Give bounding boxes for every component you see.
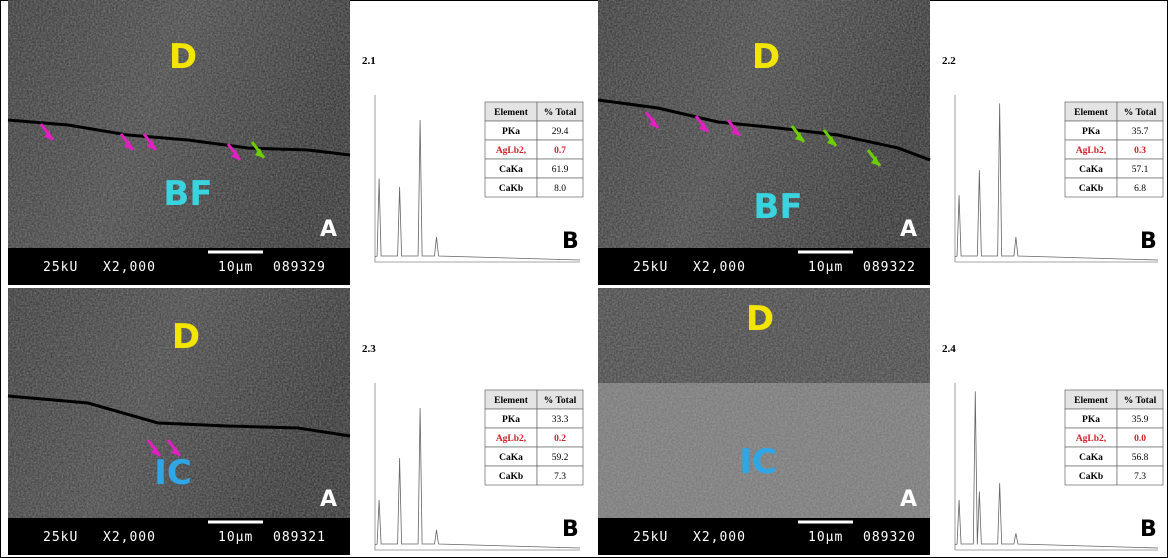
table-header: % Total — [544, 396, 577, 406]
table-value: 29.4 — [552, 127, 569, 137]
table-header: Element — [1074, 396, 1109, 406]
table-header: Element — [494, 108, 529, 118]
image-code: 089320 — [863, 530, 916, 545]
voltage: 25kU — [43, 530, 78, 545]
scale-label: 10µm — [808, 530, 843, 545]
region-label: D — [746, 299, 774, 339]
table-value: 59.2 — [552, 453, 569, 463]
spectrum-corner-label: B — [562, 517, 579, 542]
spectrum-corner-label: B — [1140, 229, 1157, 254]
magnification: X2,000 — [103, 260, 156, 275]
table-value: CaKb — [499, 184, 523, 194]
table-value: CaKb — [499, 472, 523, 482]
table-value: PKa — [1082, 415, 1100, 425]
scale-label: 10µm — [218, 260, 253, 275]
table-header: Element — [494, 396, 529, 406]
table-value: AgLb2, — [1076, 434, 1107, 444]
panel-id: 2.4 — [942, 343, 956, 355]
image-code: 089322 — [863, 260, 916, 275]
table-value: 7.3 — [1134, 472, 1146, 482]
table-value: 0.7 — [554, 146, 566, 156]
region-label: IC — [739, 442, 777, 482]
table-value: PKa — [502, 415, 520, 425]
table-value: 35.7 — [1132, 127, 1149, 137]
table-value: CaKa — [499, 453, 523, 463]
magnification: X2,000 — [103, 530, 156, 545]
table-header: % Total — [544, 108, 577, 118]
image-code: 089329 — [273, 260, 326, 275]
table-value: 0.0 — [1134, 434, 1146, 444]
table-value: 6.8 — [1134, 184, 1146, 194]
panel-id: 2.1 — [362, 55, 376, 67]
table-header: % Total — [1124, 108, 1157, 118]
table-value: PKa — [1082, 127, 1100, 137]
region-label: IC — [154, 453, 192, 493]
region-label: BF — [753, 187, 802, 227]
voltage: 25kU — [633, 530, 668, 545]
table-value: CaKa — [1079, 165, 1103, 175]
image-corner-label: A — [320, 217, 337, 242]
image-code: 089321 — [273, 530, 326, 545]
image-corner-label: A — [320, 487, 337, 512]
scale-label: 10µm — [808, 260, 843, 275]
voltage: 25kU — [633, 260, 668, 275]
table-value: 56.8 — [1132, 453, 1149, 463]
image-corner-label: A — [900, 217, 917, 242]
panel-id: 2.3 — [362, 343, 376, 355]
panel-id: 2.2 — [942, 55, 956, 67]
table-value: 0.2 — [554, 434, 566, 444]
table-value: 8.0 — [554, 184, 566, 194]
table-value: CaKa — [1079, 453, 1103, 463]
voltage: 25kU — [43, 260, 78, 275]
table-value: 33.3 — [552, 415, 569, 425]
spectrum-corner-label: B — [562, 229, 579, 254]
table-header: % Total — [1124, 396, 1157, 406]
scale-label: 10µm — [218, 530, 253, 545]
region-label: D — [172, 317, 200, 357]
region-label: BF — [163, 174, 212, 214]
spectrum-corner-label: B — [1140, 517, 1157, 542]
magnification: X2,000 — [693, 260, 746, 275]
table-value: AgLb2, — [496, 434, 527, 444]
figure: D BF A 25kU X2,000 10µm 089329 2.1 Element % Tota… — [0, 0, 1168, 558]
table-value: AgLb2, — [1076, 146, 1107, 156]
region-label: D — [169, 37, 197, 77]
table-value: CaKb — [1079, 184, 1103, 194]
table-header: Element — [1074, 108, 1109, 118]
table-value: CaKb — [1079, 472, 1103, 482]
magnification: X2,000 — [693, 530, 746, 545]
table-value: 61.9 — [552, 165, 569, 175]
table-value: AgLb2, — [496, 146, 527, 156]
table-value: 0.3 — [1134, 146, 1146, 156]
image-corner-label: A — [900, 487, 917, 512]
table-value: PKa — [502, 127, 520, 137]
table-value: 35.9 — [1132, 415, 1149, 425]
table-value: 57.1 — [1132, 165, 1149, 175]
region-label: D — [752, 37, 780, 77]
table-value: CaKa — [499, 165, 523, 175]
table-value: 7.3 — [554, 472, 566, 482]
